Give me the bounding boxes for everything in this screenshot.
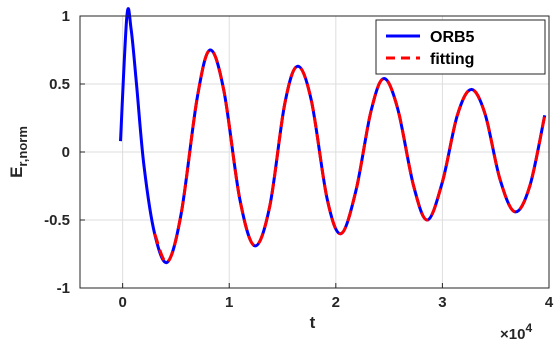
x-axis-label: t [310, 313, 316, 332]
y-tick-label: -0.5 [44, 212, 70, 229]
series-line-fitting [153, 48, 547, 264]
exponent-base: 10 [509, 326, 526, 343]
exponent-prefix: × [500, 326, 509, 343]
y-tick-label: 1 [62, 8, 70, 25]
legend: ORB5 fitting [375, 19, 546, 75]
x-axis-ticks: 0 1 2 3 4 [118, 283, 554, 311]
y-tick-label: -1 [57, 280, 70, 297]
y-tick-label: 0.5 [49, 76, 70, 93]
y-tick-label: 0 [62, 144, 70, 161]
exponent-power: 4 [525, 321, 532, 335]
y-axis-label-main: E [7, 167, 26, 178]
y-axis-ticks: 1 0.5 0 -0.5 -1 [44, 8, 85, 297]
x-tick-label: 1 [225, 294, 233, 311]
y-axis-label: Er,norm [7, 126, 30, 178]
x-tick-label: 4 [545, 294, 554, 311]
legend-box [375, 19, 546, 75]
x-tick-label: 3 [438, 294, 446, 311]
x-tick-label: 0 [118, 294, 126, 311]
y-axis-label-subscript: r,norm [15, 126, 30, 166]
legend-label-fitting: fitting [430, 51, 474, 68]
legend-label-orb5: ORB5 [430, 29, 475, 46]
x-axis-exponent: ×104 [500, 321, 532, 343]
x-tick-label: 2 [332, 294, 340, 311]
series-layer [119, 7, 547, 265]
